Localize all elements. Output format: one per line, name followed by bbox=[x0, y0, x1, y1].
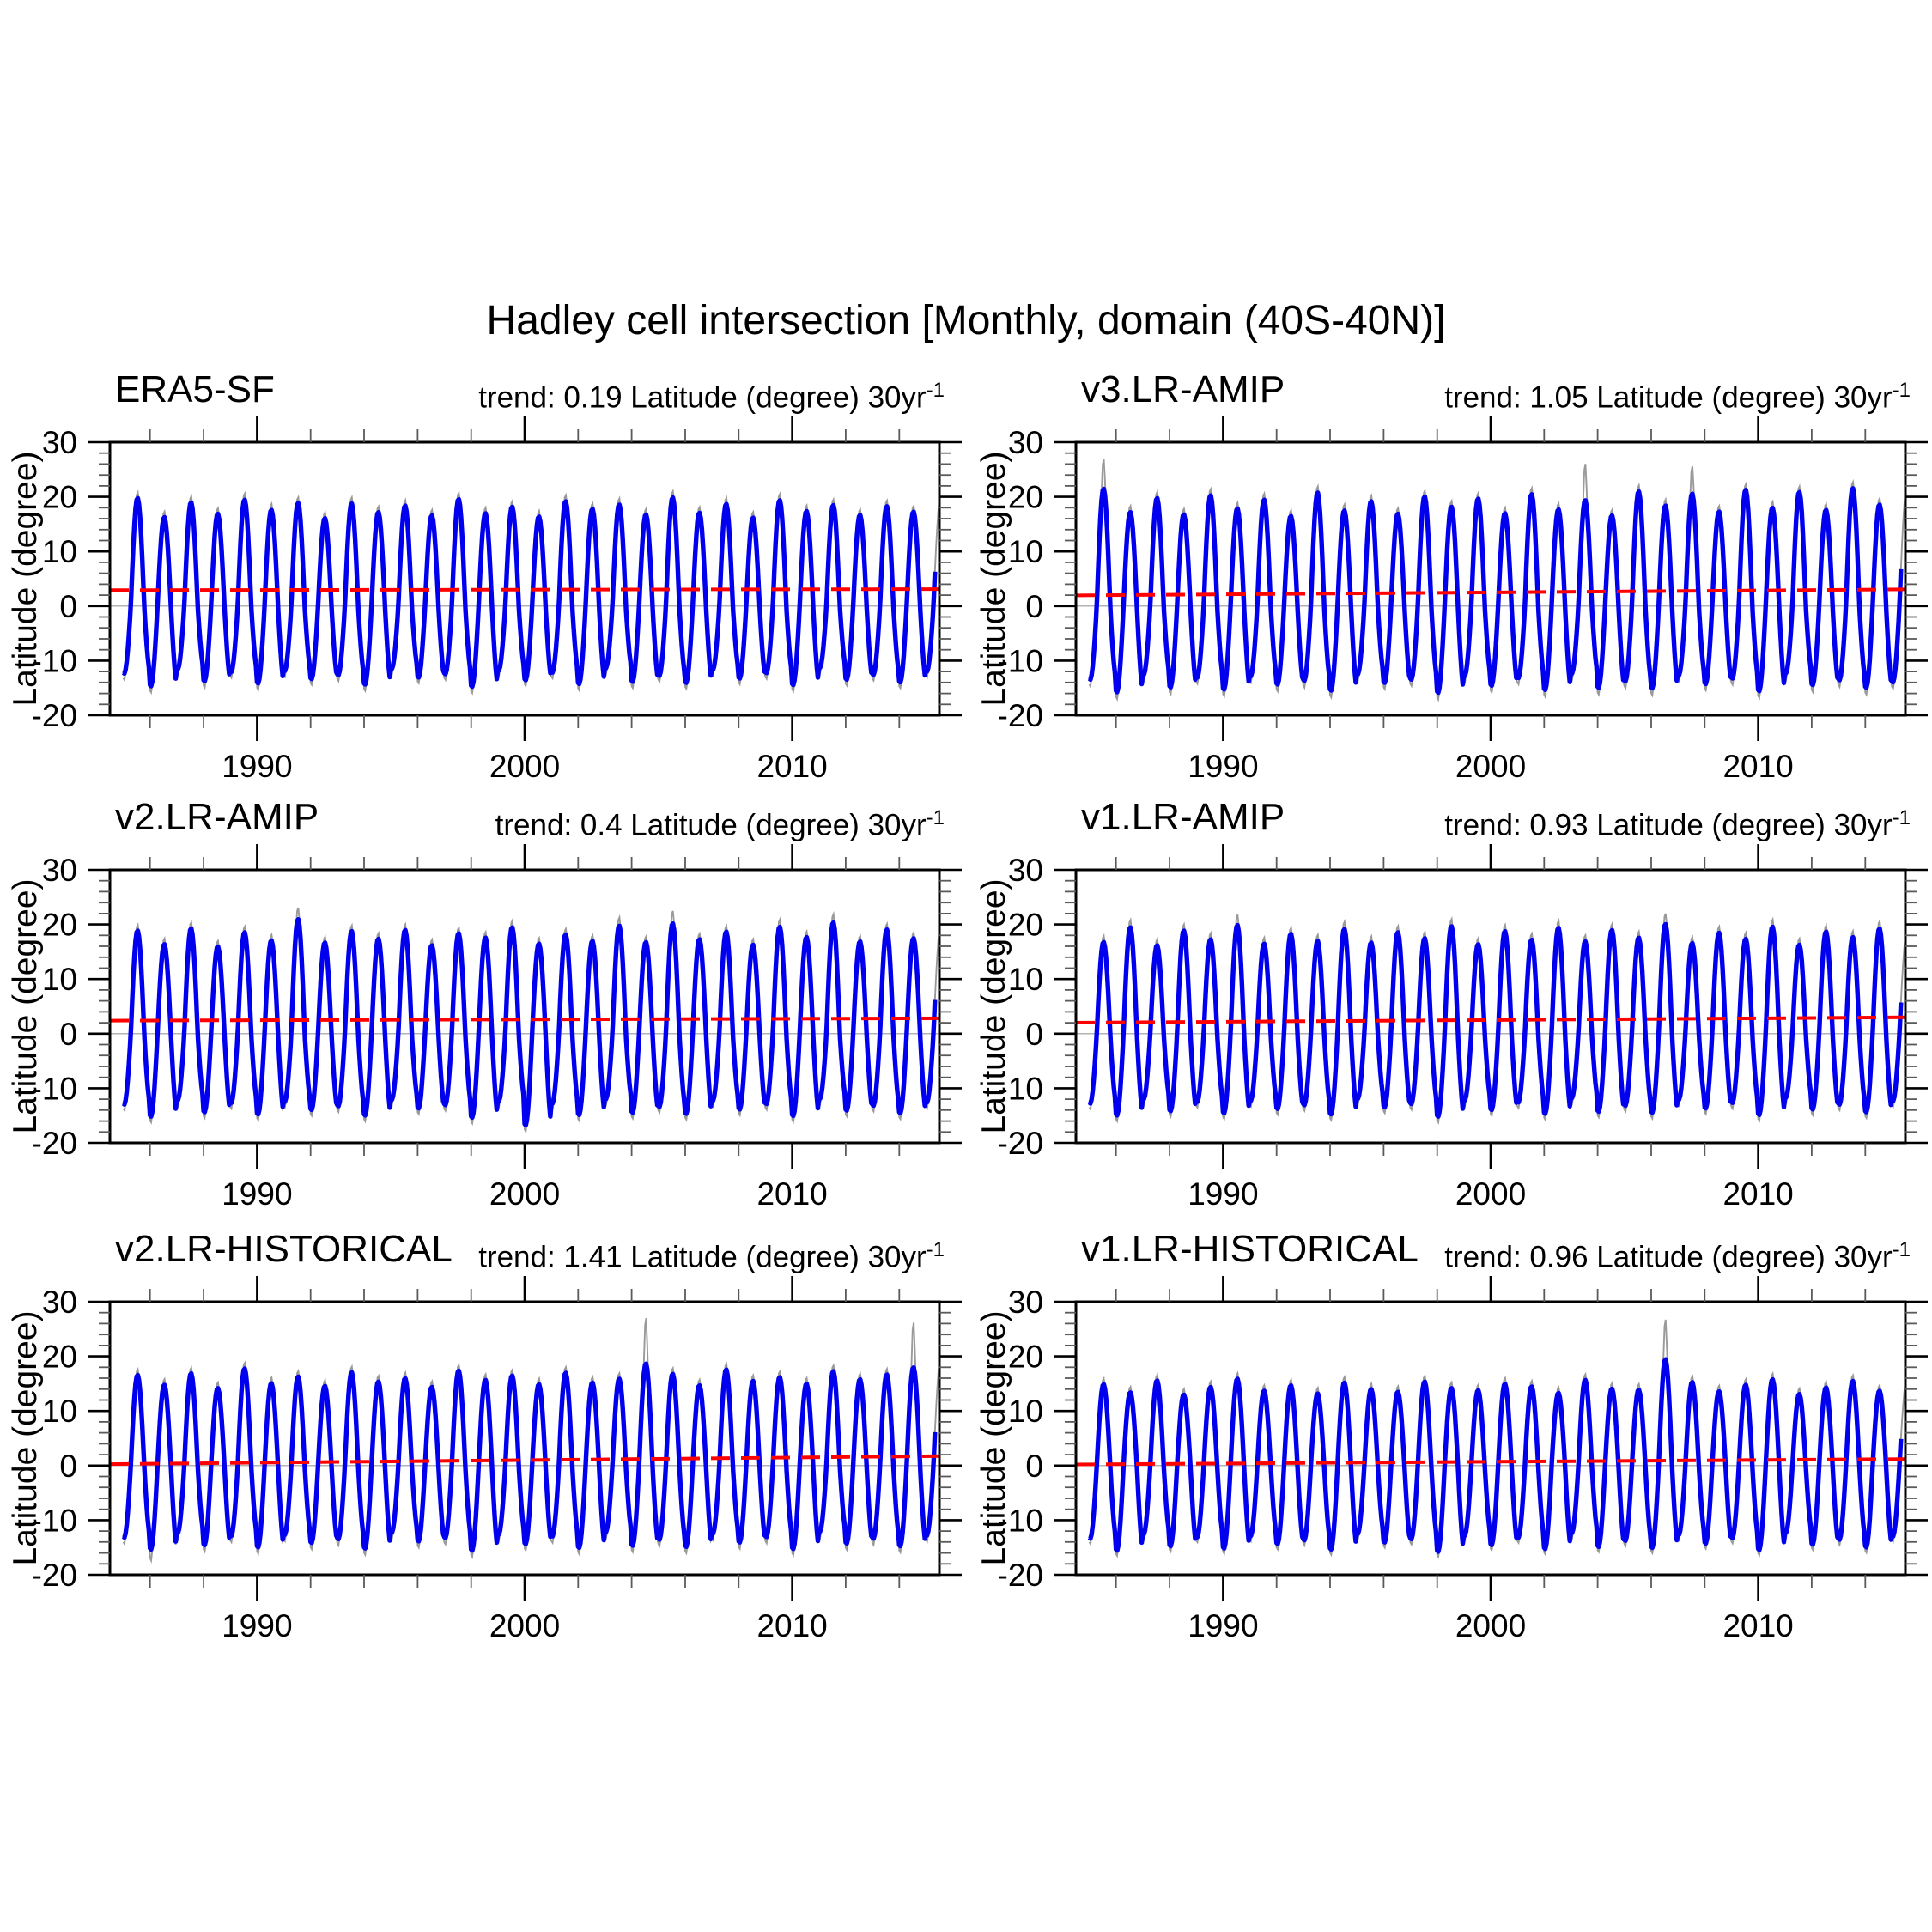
svg-text:1990: 1990 bbox=[1188, 1608, 1258, 1643]
trend-superscript: -1 bbox=[1892, 379, 1911, 402]
svg-text:10: 10 bbox=[1008, 534, 1043, 569]
svg-text:0: 0 bbox=[1025, 589, 1043, 624]
svg-text:2000: 2000 bbox=[489, 749, 560, 784]
svg-text:-20: -20 bbox=[998, 1558, 1043, 1593]
svg-text:30: 30 bbox=[42, 1285, 77, 1320]
svg-text:-10: -10 bbox=[998, 1503, 1043, 1538]
svg-text:30: 30 bbox=[42, 853, 77, 888]
svg-text:30: 30 bbox=[42, 425, 77, 460]
panel-title-v2-lr-amip: v2.LR-AMIP bbox=[115, 796, 319, 838]
svg-text:1990: 1990 bbox=[1188, 749, 1258, 784]
svg-text:-10: -10 bbox=[32, 1503, 77, 1538]
svg-text:1990: 1990 bbox=[1188, 1176, 1258, 1212]
svg-text:1990: 1990 bbox=[222, 749, 292, 784]
panel-title-era5-sf: ERA5-SF bbox=[115, 368, 275, 410]
y-axis-label: Latitude (degree) bbox=[975, 878, 1012, 1134]
svg-text:30: 30 bbox=[1008, 425, 1043, 460]
trend-superscript: -1 bbox=[926, 806, 945, 829]
svg-text:2010: 2010 bbox=[756, 749, 827, 784]
svg-text:-10: -10 bbox=[32, 643, 77, 678]
svg-text:10: 10 bbox=[1008, 1394, 1043, 1429]
svg-text:2000: 2000 bbox=[489, 1176, 560, 1212]
svg-text:2000: 2000 bbox=[1455, 1608, 1526, 1643]
svg-text:1990: 1990 bbox=[222, 1608, 292, 1643]
svg-text:30: 30 bbox=[1008, 1285, 1043, 1320]
svg-text:-10: -10 bbox=[32, 1071, 77, 1106]
y-axis-label: Latitude (degree) bbox=[7, 1310, 44, 1566]
trend-text: trend: 1.05 Latitude (degree) 30yr bbox=[1444, 380, 1893, 415]
trend-superscript: -1 bbox=[926, 379, 945, 402]
panel-trend-v1-lr-historical: trend: 0.96 Latitude (degree) 30yr-1 bbox=[1076, 1238, 1911, 1275]
trend-superscript: -1 bbox=[926, 1238, 945, 1261]
svg-text:0: 0 bbox=[1025, 1449, 1043, 1484]
svg-text:20: 20 bbox=[1008, 908, 1043, 943]
svg-text:-20: -20 bbox=[32, 1558, 77, 1593]
y-axis-label: Latitude (degree) bbox=[7, 878, 44, 1134]
svg-text:20: 20 bbox=[1008, 480, 1043, 515]
svg-text:-20: -20 bbox=[998, 698, 1043, 733]
y-axis-label: Latitude (degree) bbox=[7, 451, 44, 707]
svg-text:1990: 1990 bbox=[222, 1176, 292, 1212]
trend-superscript: -1 bbox=[1892, 1238, 1911, 1261]
trend-text: trend: 0.4 Latitude (degree) 30yr bbox=[495, 808, 927, 842]
svg-text:2000: 2000 bbox=[1455, 749, 1526, 784]
svg-text:0: 0 bbox=[1025, 1017, 1043, 1052]
svg-text:-10: -10 bbox=[998, 1071, 1043, 1106]
svg-text:10: 10 bbox=[42, 962, 77, 997]
trend-superscript: -1 bbox=[1892, 806, 1911, 829]
svg-text:10: 10 bbox=[1008, 962, 1043, 997]
svg-text:30: 30 bbox=[1008, 853, 1043, 888]
svg-text:2000: 2000 bbox=[1455, 1176, 1526, 1212]
y-axis-label: Latitude (degree) bbox=[975, 1310, 1012, 1566]
svg-text:-20: -20 bbox=[32, 1126, 77, 1161]
svg-text:2010: 2010 bbox=[1722, 1608, 1793, 1643]
svg-text:20: 20 bbox=[1008, 1340, 1043, 1375]
figure-title: Hadley cell intersection [Monthly, domai… bbox=[486, 298, 1446, 343]
svg-text:2010: 2010 bbox=[1722, 749, 1793, 784]
svg-text:0: 0 bbox=[59, 1017, 77, 1052]
y-axis-label: Latitude (degree) bbox=[975, 451, 1012, 707]
svg-text:0: 0 bbox=[59, 589, 77, 624]
trend-text: trend: 1.41 Latitude (degree) 30yr bbox=[478, 1240, 927, 1274]
svg-text:-20: -20 bbox=[998, 1126, 1043, 1161]
svg-text:2000: 2000 bbox=[489, 1608, 560, 1643]
svg-text:-20: -20 bbox=[32, 698, 77, 733]
svg-text:2010: 2010 bbox=[1722, 1176, 1793, 1212]
trend-text: trend: 0.93 Latitude (degree) 30yr bbox=[1444, 808, 1893, 842]
panel-title-v3-lr-amip: v3.LR-AMIP bbox=[1081, 368, 1285, 410]
panel-title-v2-lr-historical: v2.LR-HISTORICAL bbox=[115, 1228, 453, 1270]
panel-trend-v1-lr-amip: trend: 0.93 Latitude (degree) 30yr-1 bbox=[1076, 806, 1911, 843]
svg-text:-10: -10 bbox=[998, 643, 1043, 678]
svg-text:10: 10 bbox=[42, 1394, 77, 1429]
panel-trend-v3-lr-amip: trend: 1.05 Latitude (degree) 30yr-1 bbox=[1076, 379, 1911, 416]
panel-trend-v2-lr-historical: trend: 1.41 Latitude (degree) 30yr-1 bbox=[110, 1238, 945, 1275]
svg-text:2010: 2010 bbox=[756, 1176, 827, 1212]
panel-title-v1-lr-historical: v1.LR-HISTORICAL bbox=[1081, 1228, 1419, 1270]
trend-text: trend: 0.96 Latitude (degree) 30yr bbox=[1444, 1240, 1893, 1274]
trend-text: trend: 0.19 Latitude (degree) 30yr bbox=[478, 380, 927, 415]
svg-text:2010: 2010 bbox=[756, 1608, 827, 1643]
svg-text:10: 10 bbox=[42, 534, 77, 569]
svg-text:20: 20 bbox=[42, 908, 77, 943]
svg-text:20: 20 bbox=[42, 1340, 77, 1375]
panel-trend-era5-sf: trend: 0.19 Latitude (degree) 30yr-1 bbox=[110, 379, 945, 416]
panel-title-v1-lr-amip: v1.LR-AMIP bbox=[1081, 796, 1285, 838]
svg-text:20: 20 bbox=[42, 480, 77, 515]
svg-text:0: 0 bbox=[59, 1449, 77, 1484]
panel-trend-v2-lr-amip: trend: 0.4 Latitude (degree) 30yr-1 bbox=[110, 806, 945, 843]
